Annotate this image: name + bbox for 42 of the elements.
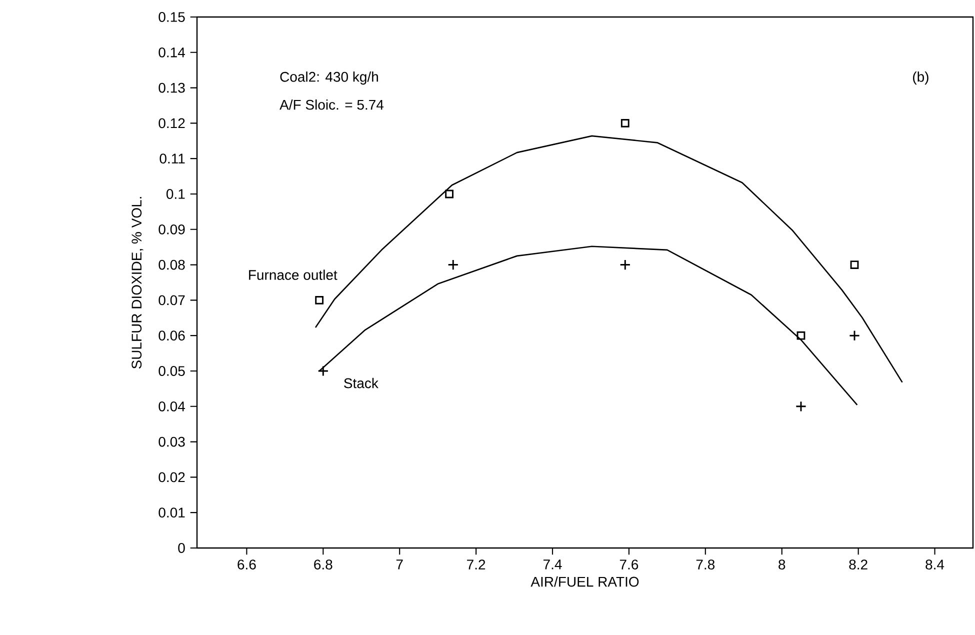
y-tick-label: 0.11 bbox=[160, 154, 185, 164]
annotation: Coal2: 430 kg/h bbox=[280, 72, 378, 85]
y-tick-label: 0.08 bbox=[158, 260, 185, 270]
x-tick-label: 7.8 bbox=[696, 560, 715, 570]
annotation: A/F Sloic. = 5.74 bbox=[280, 99, 384, 110]
y-tick-label: 0.03 bbox=[158, 436, 185, 447]
y-tick-label: 0.04 bbox=[158, 401, 185, 412]
x-tick-label: 7.6 bbox=[620, 560, 638, 570]
y-tick-label: 0 bbox=[178, 543, 185, 553]
x-tick-label: 7 bbox=[396, 560, 403, 570]
point bbox=[848, 330, 860, 342]
x-tick-label: 8.2 bbox=[849, 560, 868, 570]
annotation: (b) bbox=[913, 72, 928, 85]
y-axis-title: SULFUR DIOXIDE, % VOL. bbox=[132, 197, 144, 369]
y-tick-label: 0.07 bbox=[158, 295, 185, 306]
point bbox=[795, 400, 807, 412]
y-tick-label: 0.05 bbox=[158, 366, 185, 376]
y-tick-label: 0.15 bbox=[158, 12, 185, 22]
y-tick-label: 0.09 bbox=[158, 224, 185, 234]
y-tick-label: 0.06 bbox=[158, 330, 185, 341]
x-tick-label: 7.4 bbox=[543, 560, 562, 570]
x-tick-label: 7.2 bbox=[467, 560, 486, 570]
x-tick-label: 6.8 bbox=[314, 560, 332, 570]
series-label: Furnace outlet bbox=[249, 270, 338, 280]
y-tick-label: 0.1 bbox=[166, 189, 185, 199]
point bbox=[448, 259, 459, 270]
y-tick-label: 0.02 bbox=[158, 472, 185, 482]
point bbox=[850, 260, 859, 269]
point bbox=[620, 259, 631, 270]
x-axis-title: AIR/FUEL RATIO bbox=[530, 576, 639, 587]
y-tick-label: 0.14 bbox=[158, 47, 185, 58]
series-label: Stack bbox=[344, 378, 378, 388]
y-tick-label: 0.12 bbox=[158, 118, 185, 128]
y-tick-label: 0.01 bbox=[158, 508, 185, 518]
point bbox=[315, 296, 324, 304]
x-tick-label: 8 bbox=[778, 560, 786, 570]
point bbox=[620, 118, 630, 128]
y-tick-label: 0.13 bbox=[158, 82, 185, 93]
x-tick-label: 6.6 bbox=[238, 560, 256, 570]
point bbox=[796, 331, 806, 340]
x-tick-label: 8.4 bbox=[926, 560, 944, 570]
point bbox=[445, 190, 454, 198]
